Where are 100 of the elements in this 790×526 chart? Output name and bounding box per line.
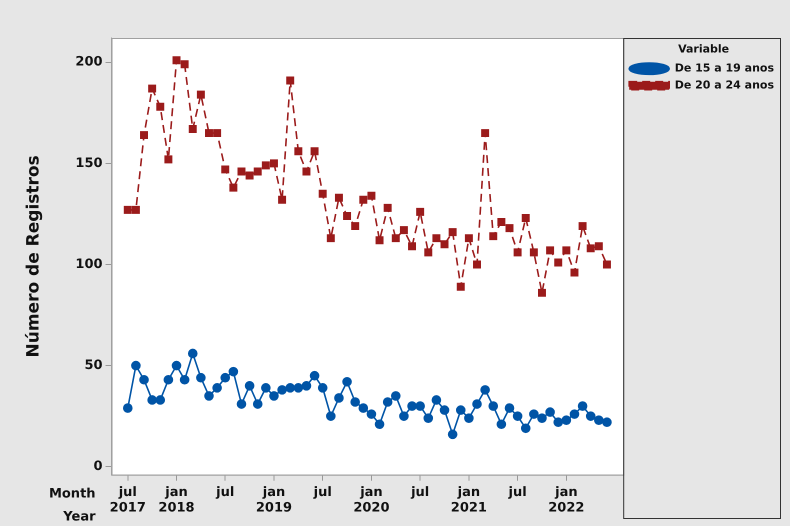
point [472, 399, 482, 409]
point [440, 240, 448, 248]
point [504, 403, 514, 413]
point [278, 196, 286, 204]
point [384, 204, 392, 212]
point [448, 430, 458, 440]
x-tick-label: jan 2020 [353, 484, 390, 516]
point [473, 260, 481, 268]
point [602, 417, 612, 428]
point [553, 417, 564, 428]
point [538, 288, 546, 297]
point [294, 147, 302, 156]
x-tick-label: jan 2022 [548, 484, 584, 516]
point [506, 224, 514, 232]
point [554, 258, 562, 266]
point [122, 403, 133, 413]
point [188, 348, 198, 358]
point [213, 129, 222, 138]
point [172, 360, 182, 370]
point [594, 242, 603, 250]
point [488, 401, 498, 411]
point [440, 405, 450, 415]
point [310, 370, 320, 381]
point [262, 161, 270, 170]
point [448, 228, 457, 236]
point [602, 260, 611, 268]
point [334, 393, 344, 403]
point [155, 395, 166, 405]
point [343, 212, 352, 220]
point [400, 226, 408, 234]
point [570, 409, 580, 419]
point [432, 234, 440, 242]
point [376, 236, 384, 244]
y-tick-label: 100 [75, 256, 103, 272]
x-tick-label: jul [508, 484, 527, 500]
point [489, 232, 498, 240]
x-tick-label: jul [215, 484, 234, 500]
point [545, 407, 555, 417]
point [546, 246, 554, 254]
point [220, 372, 230, 383]
point [164, 374, 174, 385]
point [172, 56, 180, 64]
x-tick-label: jan 2021 [450, 484, 487, 516]
point [578, 401, 588, 411]
point [180, 60, 189, 68]
point [423, 413, 434, 423]
point [318, 383, 328, 393]
point [586, 411, 596, 421]
point [350, 397, 360, 407]
point [140, 131, 148, 140]
x-tick-label: jan 2018 [158, 484, 195, 516]
y-tick-label: 50 [84, 358, 103, 373]
point [456, 405, 466, 415]
point [212, 383, 222, 393]
point [205, 129, 213, 138]
point [432, 395, 442, 405]
point [512, 411, 522, 421]
point [244, 381, 254, 391]
x-axis-title: Month Year [48, 486, 96, 525]
point [399, 411, 409, 421]
point [358, 403, 368, 413]
point [156, 102, 164, 111]
point [302, 381, 312, 391]
x-tick-label: jul [312, 484, 332, 500]
point [407, 401, 417, 411]
point [456, 282, 465, 291]
point [351, 222, 360, 230]
point [392, 234, 400, 242]
point [530, 248, 538, 256]
legend-label: De 20 a 24 anos [674, 78, 774, 92]
point [496, 419, 506, 430]
point [570, 268, 578, 277]
point [277, 385, 287, 395]
point [390, 391, 401, 401]
legend-title: Variable [678, 42, 730, 56]
point [269, 391, 279, 401]
point [246, 172, 254, 180]
point [366, 409, 376, 419]
x-tick-label: jul [410, 484, 430, 500]
point [132, 206, 140, 214]
point [594, 415, 604, 425]
point [228, 366, 238, 376]
point [180, 374, 190, 385]
point [270, 159, 278, 168]
point [221, 165, 230, 174]
point [514, 248, 522, 256]
point [497, 218, 506, 226]
point [164, 155, 172, 164]
y-axis-title: Número de Registros [24, 155, 44, 358]
point [367, 192, 376, 200]
point [342, 376, 352, 387]
point [359, 196, 368, 204]
point [139, 374, 149, 385]
point [196, 372, 206, 383]
point [318, 190, 327, 198]
point [254, 167, 262, 176]
point [326, 411, 336, 421]
point [326, 234, 335, 242]
point [480, 385, 490, 395]
point [416, 208, 424, 216]
